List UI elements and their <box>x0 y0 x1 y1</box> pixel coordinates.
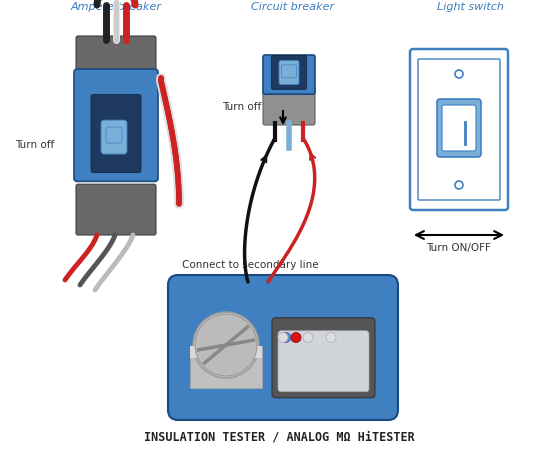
Circle shape <box>195 314 257 376</box>
Circle shape <box>193 312 259 378</box>
Text: Turn ON/OFF: Turn ON/OFF <box>427 243 491 253</box>
Text: INSULATION TESTER / ANALOG MΩ HiTESTER: INSULATION TESTER / ANALOG MΩ HiTESTER <box>144 430 414 443</box>
FancyBboxPatch shape <box>272 55 306 89</box>
Text: Turn off: Turn off <box>222 102 261 112</box>
Circle shape <box>326 332 336 342</box>
FancyBboxPatch shape <box>263 87 315 125</box>
Bar <box>190 345 262 387</box>
FancyBboxPatch shape <box>418 59 500 200</box>
FancyBboxPatch shape <box>101 120 127 154</box>
Text: Circuit breaker: Circuit breaker <box>252 2 335 12</box>
FancyBboxPatch shape <box>74 69 158 181</box>
FancyBboxPatch shape <box>106 127 122 143</box>
Text: Ampere breaker: Ampere breaker <box>70 2 162 12</box>
FancyBboxPatch shape <box>168 275 398 420</box>
FancyBboxPatch shape <box>278 331 369 392</box>
FancyBboxPatch shape <box>76 36 156 74</box>
Circle shape <box>281 332 291 342</box>
FancyBboxPatch shape <box>410 49 508 210</box>
FancyBboxPatch shape <box>76 184 156 235</box>
Circle shape <box>278 332 288 342</box>
Circle shape <box>455 181 463 189</box>
FancyBboxPatch shape <box>263 55 315 94</box>
Bar <box>190 345 262 358</box>
FancyBboxPatch shape <box>437 99 481 157</box>
FancyBboxPatch shape <box>442 105 476 151</box>
FancyBboxPatch shape <box>91 95 141 173</box>
Circle shape <box>291 332 301 342</box>
FancyBboxPatch shape <box>272 318 375 398</box>
Circle shape <box>303 332 313 342</box>
FancyBboxPatch shape <box>279 60 299 84</box>
Text: Connect to secondary line: Connect to secondary line <box>182 260 319 270</box>
FancyBboxPatch shape <box>282 65 296 78</box>
Circle shape <box>455 70 463 78</box>
Text: Light switch: Light switch <box>437 2 504 12</box>
Text: Turn off: Turn off <box>15 140 54 150</box>
